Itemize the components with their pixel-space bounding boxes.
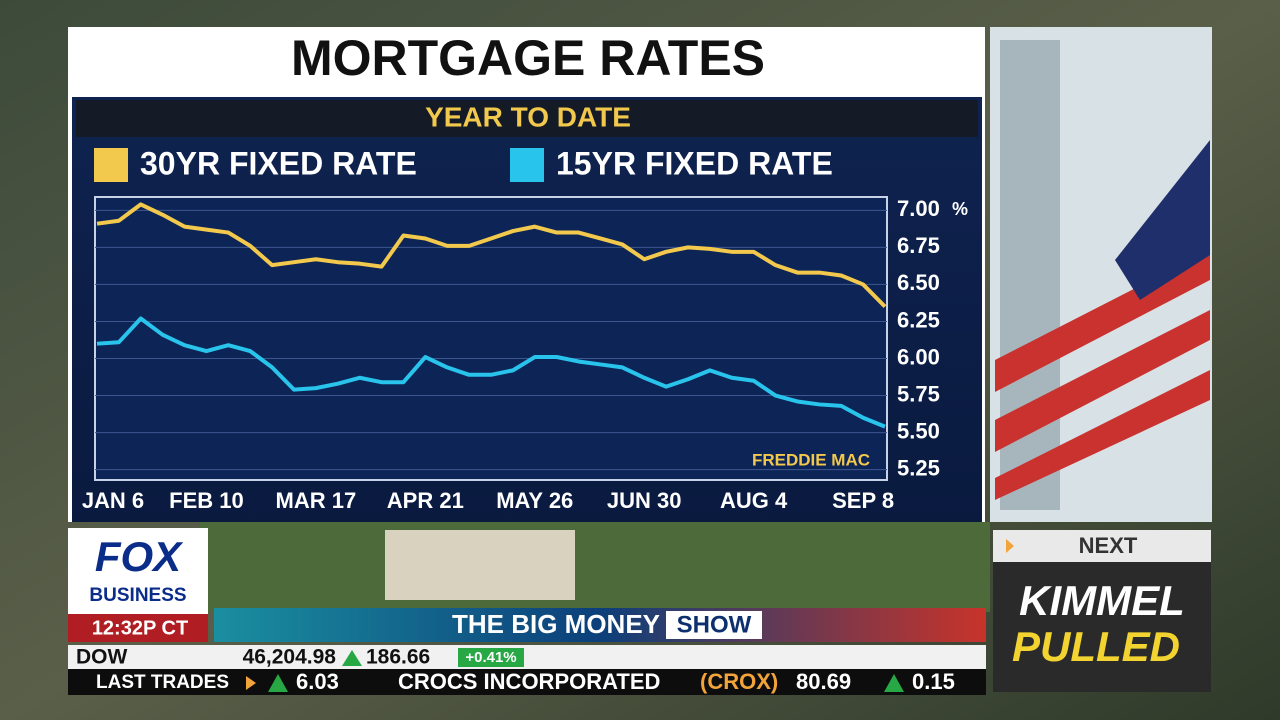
clock-box xyxy=(68,614,208,642)
logo-bottom: BUSINESS xyxy=(89,585,186,606)
x-tick-label: MAY 26 xyxy=(496,488,573,513)
y-tick-label: 5.75 xyxy=(897,381,940,406)
y-tick-label: 7.00 xyxy=(897,196,940,221)
chart-title: MORTGAGE RATES xyxy=(291,30,765,86)
dow-pct: +0.41% xyxy=(465,649,516,666)
dow-level: 46,204.98 xyxy=(243,646,337,669)
trades-label: LAST TRADES xyxy=(96,672,229,693)
dow-label: DOW xyxy=(76,646,128,669)
y-tick-label: 5.25 xyxy=(897,455,940,480)
delta: 0.15 xyxy=(912,669,955,694)
x-tick-label: FEB 10 xyxy=(169,488,244,513)
next-line1: KIMMEL xyxy=(1019,577,1185,624)
y-tick-label: 6.50 xyxy=(897,270,940,295)
x-tick-label: MAR 17 xyxy=(276,488,357,513)
show-box xyxy=(666,611,762,639)
x-tick-label: JAN 6 xyxy=(82,488,144,513)
play-arrow xyxy=(1006,539,1014,553)
legend-label: 15YR FIXED RATE xyxy=(556,145,833,181)
y-tick-label: 6.00 xyxy=(897,344,940,369)
source: FREDDIE MAC xyxy=(752,450,870,469)
pct-box xyxy=(458,648,524,667)
dow-bar xyxy=(68,645,986,669)
y-tick-label: 6.25 xyxy=(897,307,940,332)
y-tick-label: 5.50 xyxy=(897,418,940,443)
x-tick-label: APR 21 xyxy=(387,488,464,513)
y-unit: % xyxy=(952,199,968,219)
line xyxy=(96,316,886,429)
next-line2: PULLED xyxy=(1012,623,1180,670)
logo-top: FOX xyxy=(95,533,184,580)
trades-bar xyxy=(68,669,986,695)
x-tick-label: SEP 8 xyxy=(832,488,894,513)
logo-box xyxy=(68,528,208,614)
legend-swatch xyxy=(94,148,128,182)
show-left: THE BIG MONEY xyxy=(452,609,660,639)
show-right: SHOW xyxy=(677,611,752,638)
chart: 7.00 6.75 6.50 6.25 6.00 5.75 5.50 5.25 JAN 6 FEB… xyxy=(82,145,940,512)
legend-label: 30YR FIXED RATE xyxy=(140,145,417,181)
play-arrow xyxy=(246,676,256,690)
x-tick-label: AUG 4 xyxy=(720,488,788,513)
flag-panel xyxy=(990,27,1212,522)
next-box xyxy=(993,562,1211,692)
up-arrow xyxy=(884,674,904,692)
up-arrow xyxy=(268,674,288,692)
houses-scene xyxy=(200,522,990,612)
subtitle-bar xyxy=(76,100,978,137)
chart-subtitle: YEAR TO DATE xyxy=(425,101,631,132)
symbol: (CROX) xyxy=(700,669,778,694)
house xyxy=(385,530,575,600)
dow-change: 186.66 xyxy=(366,646,430,669)
legend-swatch xyxy=(510,148,544,182)
up-arrow xyxy=(342,650,362,666)
show-bar xyxy=(214,608,986,642)
price: 80.69 xyxy=(796,669,851,694)
prev-change: 6.03 xyxy=(296,669,339,694)
next-label: NEXT xyxy=(1079,533,1138,558)
company: CROCS INCORPORATED xyxy=(398,669,660,694)
y-tick-label: 6.75 xyxy=(897,233,940,258)
x-tick-label: JUN 30 xyxy=(607,488,682,513)
line xyxy=(96,202,887,309)
next-header xyxy=(993,530,1211,562)
clock: 12:32P CT xyxy=(92,617,188,639)
